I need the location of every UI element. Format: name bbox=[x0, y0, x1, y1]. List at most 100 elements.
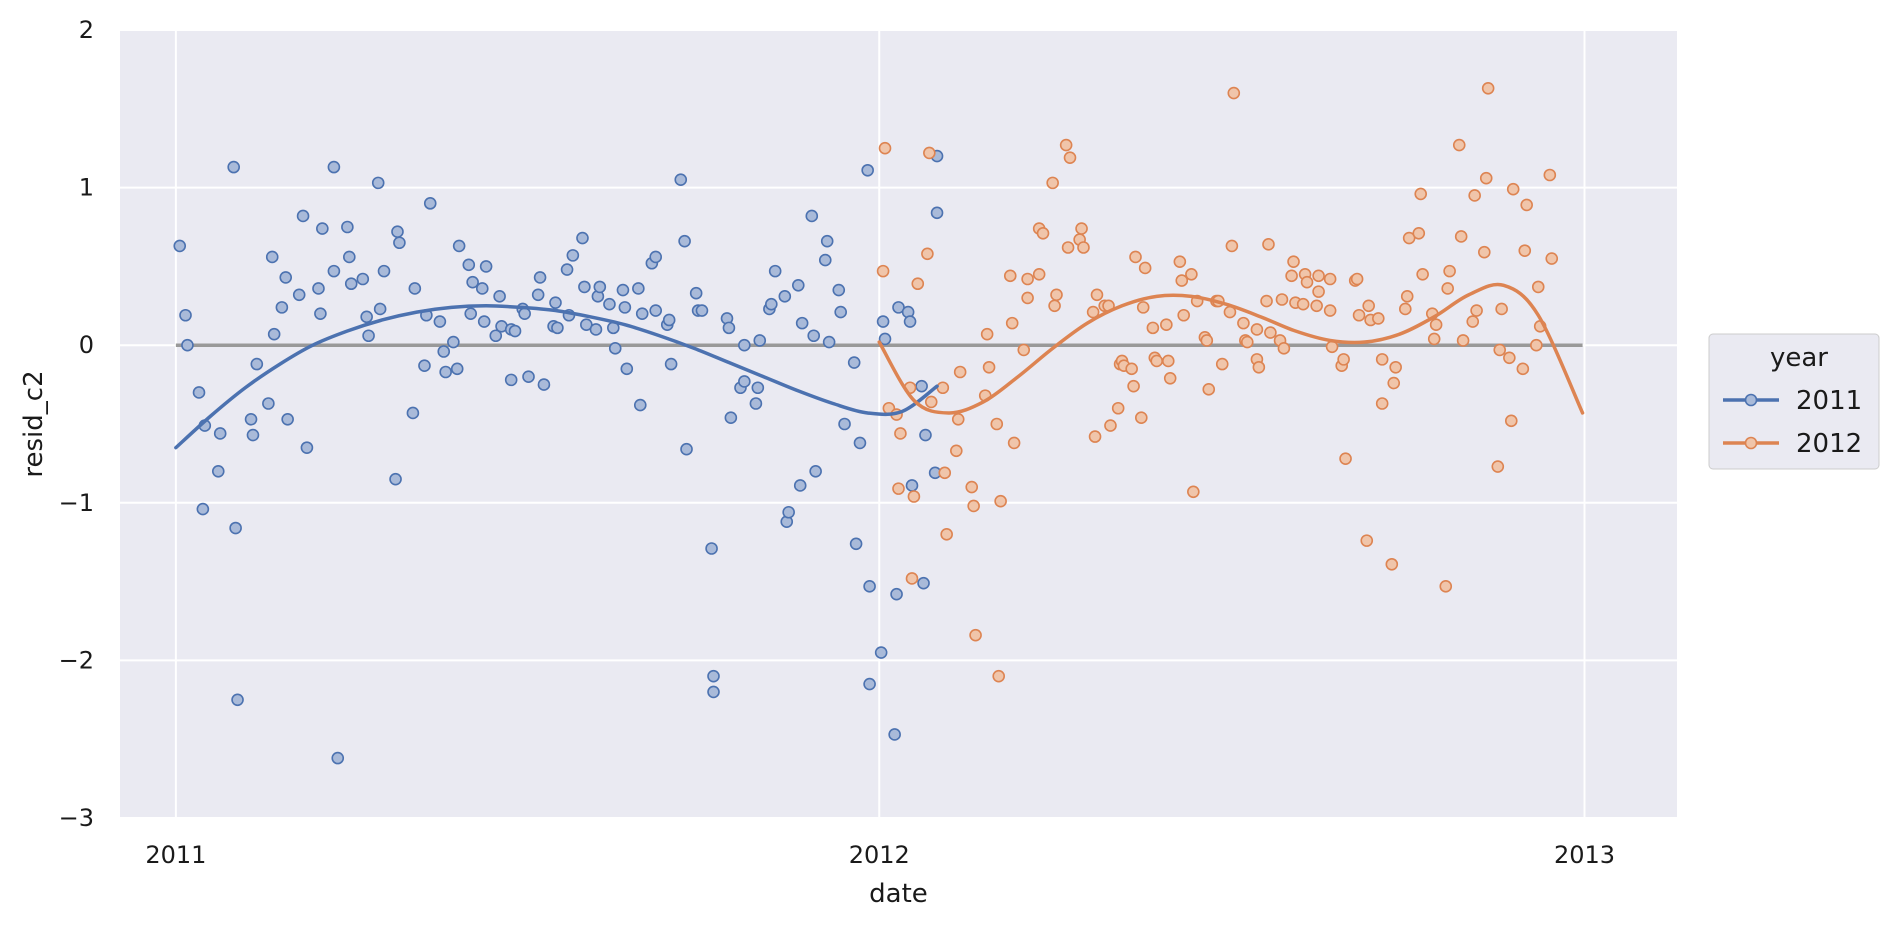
data-point bbox=[992, 669, 1006, 683]
data-point bbox=[834, 305, 847, 319]
data-point bbox=[994, 494, 1007, 508]
data-point bbox=[1389, 360, 1402, 374]
data-point bbox=[331, 751, 345, 765]
data-point bbox=[1003, 269, 1017, 283]
data-point bbox=[674, 173, 688, 187]
data-point bbox=[296, 209, 310, 223]
data-point bbox=[173, 239, 187, 253]
fit-line-2012 bbox=[877, 282, 1585, 415]
data-point bbox=[179, 308, 192, 322]
data-point bbox=[768, 264, 782, 278]
data-point bbox=[838, 417, 851, 431]
data-point bbox=[967, 499, 980, 513]
data-point bbox=[1127, 379, 1140, 393]
data-point bbox=[951, 412, 965, 426]
data-point bbox=[279, 271, 293, 284]
data-point bbox=[1075, 222, 1088, 235]
data-point bbox=[738, 375, 751, 388]
data-point bbox=[1173, 255, 1187, 268]
data-point bbox=[765, 297, 778, 311]
legend-box bbox=[1708, 333, 1880, 470]
data-point bbox=[393, 236, 406, 250]
data-point bbox=[863, 677, 876, 691]
data-point bbox=[267, 327, 281, 341]
data-point bbox=[1352, 308, 1366, 322]
data-point bbox=[678, 234, 691, 248]
data-point bbox=[504, 373, 518, 387]
data-point bbox=[1441, 282, 1454, 295]
data-point bbox=[466, 275, 479, 289]
data-point bbox=[924, 395, 938, 409]
data-point bbox=[805, 209, 819, 223]
data-point bbox=[953, 365, 967, 379]
data-point bbox=[923, 146, 936, 160]
data-point bbox=[915, 379, 928, 393]
data-point bbox=[876, 264, 890, 278]
data-point bbox=[1175, 274, 1189, 287]
data-point bbox=[1136, 301, 1150, 314]
x-tick-label: 2012 bbox=[849, 841, 910, 869]
data-point bbox=[1466, 315, 1480, 328]
data-point bbox=[578, 280, 591, 294]
data-point bbox=[1312, 269, 1325, 283]
data-point bbox=[292, 288, 306, 302]
data-point bbox=[1493, 343, 1507, 357]
data-point bbox=[327, 160, 341, 174]
data-point bbox=[479, 260, 493, 273]
data-point bbox=[447, 335, 460, 349]
data-point bbox=[633, 398, 647, 412]
data-point bbox=[620, 362, 634, 376]
data-point bbox=[664, 357, 678, 371]
y-tick-label: −2 bbox=[59, 646, 94, 674]
data-point bbox=[1481, 82, 1495, 95]
data-point bbox=[980, 327, 994, 341]
data-point bbox=[1285, 269, 1298, 283]
data-point bbox=[1187, 485, 1200, 499]
data-point bbox=[1262, 238, 1275, 251]
data-point bbox=[722, 321, 736, 335]
data-point bbox=[1520, 198, 1533, 212]
data-point bbox=[464, 307, 478, 320]
data-point bbox=[1088, 430, 1102, 443]
data-point bbox=[1416, 267, 1429, 281]
data-point bbox=[1387, 376, 1401, 390]
data-point bbox=[576, 231, 589, 245]
data-point bbox=[874, 646, 888, 659]
data-point bbox=[940, 528, 953, 541]
data-point bbox=[894, 427, 907, 440]
data-point bbox=[950, 444, 963, 458]
data-point bbox=[262, 397, 275, 410]
data-point bbox=[791, 279, 805, 292]
data-point bbox=[1323, 304, 1337, 317]
data-point bbox=[863, 580, 876, 593]
data-point bbox=[1063, 151, 1077, 164]
data-point bbox=[1530, 338, 1543, 352]
data-point bbox=[1543, 168, 1557, 182]
y-tick-label: 1 bbox=[79, 174, 94, 202]
data-point bbox=[1032, 267, 1046, 281]
data-point bbox=[905, 479, 919, 492]
fit-lines bbox=[174, 282, 1585, 450]
data-point bbox=[1337, 353, 1350, 366]
data-point bbox=[1007, 436, 1021, 450]
data-point bbox=[1427, 332, 1441, 346]
data-point bbox=[680, 442, 693, 456]
data-point bbox=[373, 302, 387, 316]
data-point bbox=[635, 307, 649, 320]
data-point bbox=[360, 310, 373, 324]
data-point bbox=[192, 386, 206, 399]
legend-label: 2012 bbox=[1796, 429, 1862, 459]
legend-items: 2011 2012 bbox=[1723, 386, 1862, 459]
data-point bbox=[1312, 285, 1325, 298]
data-point bbox=[936, 381, 950, 395]
data-point bbox=[196, 502, 210, 516]
data-point bbox=[749, 397, 763, 410]
data-point bbox=[1439, 580, 1453, 593]
data-point bbox=[1161, 354, 1175, 368]
data-point bbox=[312, 282, 325, 295]
data-point bbox=[1237, 316, 1250, 330]
data-point bbox=[281, 412, 294, 426]
x-axis-title: date bbox=[869, 879, 928, 909]
y-tick-label: −3 bbox=[59, 804, 94, 832]
data-point bbox=[1275, 293, 1289, 306]
